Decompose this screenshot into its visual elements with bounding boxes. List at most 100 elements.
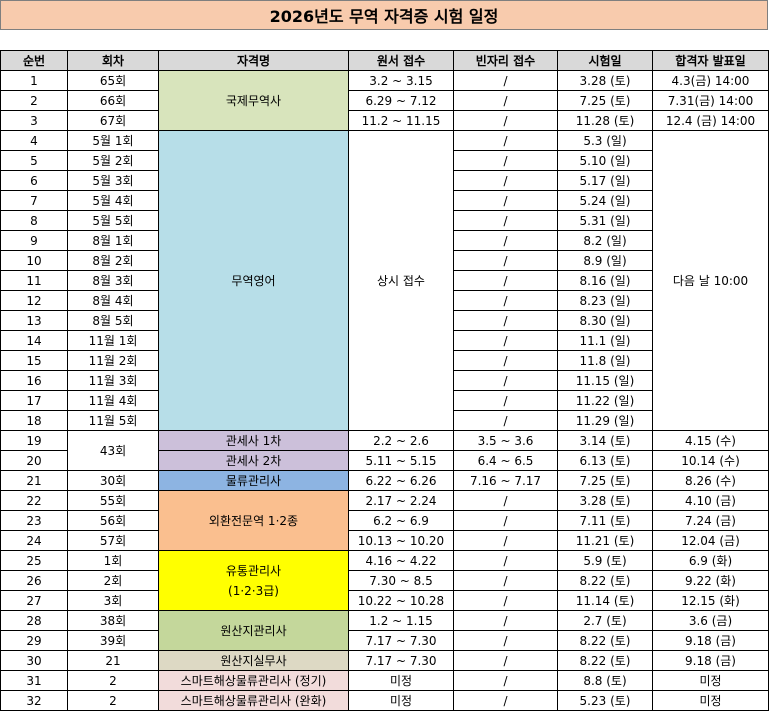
cell-name-customs1: 관세사 1차 xyxy=(158,430,349,451)
cell-vacancy: / xyxy=(453,150,558,171)
cell-result: 3.6 (금) xyxy=(652,610,769,631)
table-row: 12 8월 4회 / 8.23 (일) xyxy=(0,290,769,311)
cell-vacancy: / xyxy=(453,110,558,131)
cell-exam: 11.15 (일) xyxy=(557,370,653,391)
cell-apply: 5.11 ~ 5.15 xyxy=(348,450,454,471)
cell-apply: 10.22 ~ 10.28 xyxy=(348,590,454,611)
header-exam: 시험일 xyxy=(557,50,653,71)
table-row: 10 8월 2회 / 8.9 (일) xyxy=(0,250,769,271)
cell-vacancy: / xyxy=(453,250,558,271)
cell-result: 4.15 (수) xyxy=(652,430,769,451)
cell-no: 16 xyxy=(0,370,68,391)
cell-apply: 11.2 ~ 11.15 xyxy=(348,110,454,131)
cell-result: 12.04 (금) xyxy=(652,530,769,551)
cell-exam: 11.14 (토) xyxy=(557,590,653,611)
cell-round: 65회 xyxy=(67,70,159,91)
cell-apply: 6.2 ~ 6.9 xyxy=(348,510,454,531)
cell-round: 11월 1회 xyxy=(67,330,159,351)
cell-exam: 11.22 (일) xyxy=(557,390,653,411)
cell-vacancy: / xyxy=(453,190,558,211)
cell-exam: 2.7 (토) xyxy=(557,610,653,631)
distribution-name: 유통관리사 xyxy=(225,563,282,578)
header-result: 합격자 발표일 xyxy=(652,50,769,71)
cell-exam: 3.14 (토) xyxy=(557,430,653,451)
cell-round: 5월 2회 xyxy=(67,150,159,171)
cell-no: 30 xyxy=(0,650,68,671)
cell-round: 11월 5회 xyxy=(67,410,159,431)
cell-apply-english: 상시 접수 xyxy=(348,130,454,431)
cell-no: 2 xyxy=(0,90,68,111)
cell-result: 7.31(금) 14:00 xyxy=(652,90,769,111)
cell-exam: 7.25 (토) xyxy=(557,90,653,111)
cell-no: 14 xyxy=(0,330,68,351)
cell-no: 10 xyxy=(0,250,68,271)
cell-exam: 5.31 (일) xyxy=(557,210,653,231)
table-row: 6 5월 3회 / 5.17 (일) xyxy=(0,170,769,191)
cell-exam: 11.21 (토) xyxy=(557,530,653,551)
cell-result: 미정 xyxy=(652,690,769,711)
cell-exam: 5.10 (일) xyxy=(557,150,653,171)
cell-vacancy: / xyxy=(453,490,558,511)
cell-vacancy: / xyxy=(453,670,558,691)
cell-vacancy: / xyxy=(453,610,558,631)
cell-round: 2 xyxy=(67,670,159,691)
cell-vacancy: / xyxy=(453,210,558,231)
cell-name: 원산지실무사 xyxy=(158,650,349,671)
cell-vacancy: / xyxy=(453,690,558,711)
cell-name-origin: 원산지관리사 xyxy=(158,610,349,651)
cell-vacancy: / xyxy=(453,350,558,371)
table-row: 31 2 스마트해상물류관리사 (정기) 미정 / 8.8 (토) 미정 xyxy=(0,670,769,691)
cell-result: 12.15 (화) xyxy=(652,590,769,611)
cell-no: 13 xyxy=(0,310,68,331)
cell-apply: 7.30 ~ 8.5 xyxy=(348,570,454,591)
cell-vacancy: 7.16 ~ 7.17 xyxy=(453,470,558,491)
cell-vacancy: / xyxy=(453,170,558,191)
cell-no: 28 xyxy=(0,610,68,631)
cell-exam: 8.2 (일) xyxy=(557,230,653,251)
cell-round: 57회 xyxy=(67,530,159,551)
cell-name: 스마트해상물류관리사 (완화) xyxy=(158,690,349,711)
cell-result-english: 다음 날 10:00 xyxy=(652,130,769,431)
cell-vacancy: / xyxy=(453,550,558,571)
cell-exam: 8.9 (일) xyxy=(557,250,653,271)
cell-vacancy: / xyxy=(453,370,558,391)
header-apply: 원서 접수 xyxy=(348,50,454,71)
cell-exam: 8.8 (토) xyxy=(557,670,653,691)
cell-round: 11월 2회 xyxy=(67,350,159,371)
table-row: 15 11월 2회 / 11.8 (일) xyxy=(0,350,769,371)
cell-no: 23 xyxy=(0,510,68,531)
cell-result: 4.3(금) 14:00 xyxy=(652,70,769,91)
cell-result: 4.10 (금) xyxy=(652,490,769,511)
cell-round: 2회 xyxy=(67,570,159,591)
header-no: 순번 xyxy=(0,50,68,71)
cell-apply: 1.2 ~ 1.15 xyxy=(348,610,454,631)
cell-result: 12.4 (금) 14:00 xyxy=(652,110,769,131)
cell-exam: 7.11 (토) xyxy=(557,510,653,531)
table-row: 29 39회 7.17 ~ 7.30 / 8.22 (토) 9.18 (금) xyxy=(0,630,769,651)
cell-no: 29 xyxy=(0,630,68,651)
table-row: 3 67회 11.2 ~ 11.15 / 11.28 (토) 12.4 (금) … xyxy=(0,110,769,131)
table-row: 14 11월 1회 / 11.1 (일) xyxy=(0,330,769,351)
cell-round: 38회 xyxy=(67,610,159,631)
cell-round: 1회 xyxy=(67,550,159,571)
cell-round: 8월 2회 xyxy=(67,250,159,271)
cell-round: 11월 4회 xyxy=(67,390,159,411)
cell-name-english: 무역영어 xyxy=(158,130,349,431)
cell-round: 30회 xyxy=(67,470,159,491)
cell-exam: 11.8 (일) xyxy=(557,350,653,371)
cell-vacancy: / xyxy=(453,650,558,671)
table-row: 22 55회 외환전문역 1·2종 2.17 ~ 2.24 / 3.28 (토)… xyxy=(0,490,769,551)
cell-vacancy: / xyxy=(453,290,558,311)
cell-apply: 2.17 ~ 2.24 xyxy=(348,490,454,511)
cell-name-distribution: 유통관리사 (1·2·3급) xyxy=(158,550,349,611)
table-row: 2 66회 6.29 ~ 7.12 / 7.25 (토) 7.31(금) 14:… xyxy=(0,90,769,111)
cell-no: 17 xyxy=(0,390,68,411)
cell-result: 9.18 (금) xyxy=(652,630,769,651)
cell-no: 5 xyxy=(0,150,68,171)
cell-exam: 7.25 (토) xyxy=(557,470,653,491)
cell-no: 27 xyxy=(0,590,68,611)
cell-no: 6 xyxy=(0,170,68,191)
table-row: 19 43회 관세사 1차 2.2 ~ 2.6 3.5 ~ 3.6 3.14 (… xyxy=(0,430,769,471)
cell-vacancy: / xyxy=(453,90,558,111)
cell-result: 9.18 (금) xyxy=(652,650,769,671)
